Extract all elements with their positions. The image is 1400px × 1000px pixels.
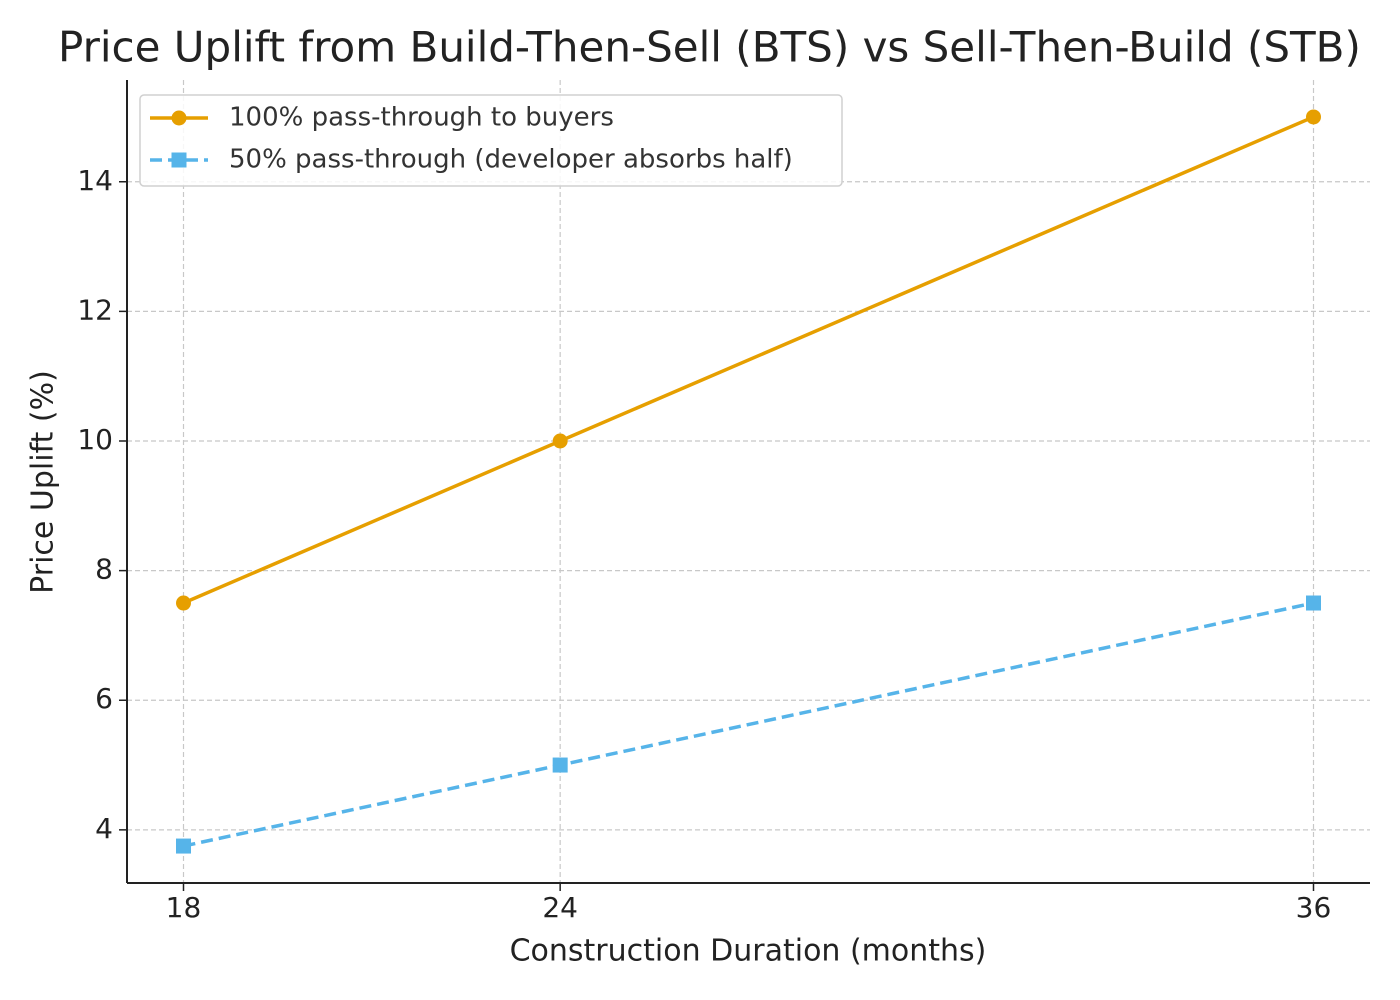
- legend-box: [139, 94, 843, 187]
- chart-title: Price Uplift from Build-Then-Sell (BTS) …: [58, 23, 1361, 72]
- data-point: [552, 433, 568, 449]
- data-point: [552, 757, 568, 773]
- series-line: [182, 115, 1315, 605]
- data-point: [176, 838, 191, 854]
- x-tick-label: 24: [542, 891, 578, 924]
- legend-label: 50% pass-through (developer absorbs half…: [229, 145, 793, 175]
- data-point: [1306, 109, 1321, 125]
- y-axis-label: Price Uplift (%): [26, 370, 61, 594]
- legend-marker: [171, 152, 187, 168]
- y-tick-label: 4: [95, 812, 113, 845]
- y-tick-label: 6: [95, 682, 113, 715]
- y-tick-label: 12: [77, 293, 113, 326]
- y-tick-label: 14: [77, 164, 113, 197]
- data-point: [1306, 595, 1321, 611]
- series-line: [183, 601, 1314, 848]
- data-point: [176, 595, 191, 611]
- legend-label: 100% pass-through to buyers: [229, 103, 614, 133]
- y-tick-label: 8: [95, 553, 113, 586]
- y-tick-label: 10: [77, 423, 113, 456]
- x-axis-label: Construction Duration (months): [510, 934, 987, 969]
- x-tick-label: 18: [166, 891, 202, 924]
- legend-marker: [171, 110, 187, 126]
- x-tick-label: 36: [1296, 891, 1332, 924]
